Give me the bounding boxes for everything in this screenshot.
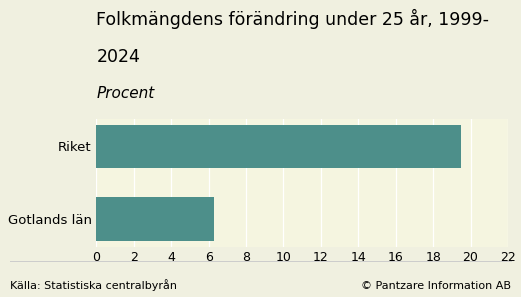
- Text: Procent: Procent: [96, 86, 155, 101]
- Text: 2024: 2024: [96, 48, 140, 66]
- Text: Källa: Statistiska centralbyrån: Källa: Statistiska centralbyrån: [10, 279, 178, 291]
- Bar: [96, 125, 461, 168]
- Bar: [96, 197, 214, 241]
- Text: © Pantzare Information AB: © Pantzare Information AB: [361, 281, 511, 291]
- Text: Folkmängdens förändring under 25 år, 1999-: Folkmängdens förändring under 25 år, 199…: [96, 9, 489, 29]
